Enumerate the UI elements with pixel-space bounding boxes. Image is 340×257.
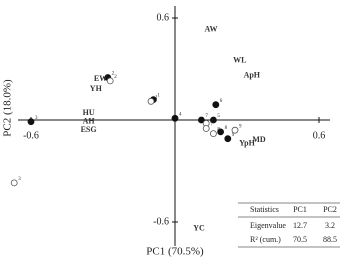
variable-label: WL <box>233 55 246 64</box>
point-label: 7 <box>205 114 208 119</box>
point-label: 3 <box>18 177 21 182</box>
point-label: 7 <box>210 123 213 128</box>
variable-label: AH <box>83 117 96 126</box>
open-point <box>231 126 239 134</box>
open-point <box>202 125 210 132</box>
variable-label: YC <box>193 224 205 233</box>
point-label: 4 <box>210 118 213 123</box>
filled-point <box>209 116 217 124</box>
filled-point <box>224 135 232 143</box>
point-label: 3 <box>35 116 38 121</box>
table-cell: 12.7 <box>293 221 307 230</box>
y-axis-label: PC2 (18.0%) <box>2 79 14 137</box>
x-tick-label: 0.6 <box>313 130 326 141</box>
point-label: 1 <box>155 95 158 100</box>
y-tick-label: 0.6 <box>157 12 170 23</box>
y-tick-label: -0.6 <box>153 216 169 227</box>
variable-label: ApH <box>244 71 261 80</box>
table-cell: R² (cum.) <box>250 235 281 244</box>
table-cell: 88.5 <box>323 235 337 244</box>
point-label: 4 <box>179 112 182 117</box>
table-header: PC2 <box>323 205 337 214</box>
x-tick-label: -0.6 <box>23 130 39 141</box>
open-point <box>106 77 114 85</box>
table-bg <box>238 203 340 247</box>
table-header: PC1 <box>293 205 307 214</box>
filled-point <box>27 118 35 126</box>
variable-label: YH <box>90 84 103 93</box>
filled-point <box>217 128 225 136</box>
variable-label: EW <box>94 74 107 83</box>
point-label: 9 <box>239 124 242 129</box>
point-label: 2 <box>114 75 117 80</box>
filled-point <box>197 116 205 124</box>
table-header: Statistics <box>250 205 279 214</box>
point-label: 8 <box>225 126 228 131</box>
filled-point <box>171 114 179 122</box>
variable-label: AW <box>205 25 218 34</box>
variable-label: ESG <box>81 125 97 134</box>
point-label: 2 <box>112 72 115 77</box>
point-label: 5 <box>217 114 220 119</box>
x-axis-label: PC1 (70.5%) <box>146 246 204 257</box>
point-label: 9 <box>232 133 235 138</box>
open-point <box>209 130 217 138</box>
table-cell: Eigenvalue <box>250 221 286 230</box>
open-point <box>10 179 18 187</box>
table-cell: 3.2 <box>325 221 335 230</box>
filled-point <box>212 101 220 109</box>
point-label: 6 <box>220 99 223 104</box>
table-cell: 70.5 <box>293 235 307 244</box>
variable-label: MD <box>252 135 266 144</box>
point-label: 8 <box>217 128 220 133</box>
open-point <box>147 97 155 105</box>
variable-label: HU <box>83 108 95 117</box>
point-label: 1 <box>157 94 160 99</box>
variable-label: YpH <box>239 139 255 148</box>
